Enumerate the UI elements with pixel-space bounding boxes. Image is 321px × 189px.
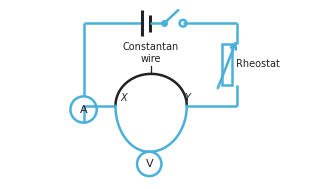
Bar xyxy=(222,44,232,85)
Text: Constantan
wire: Constantan wire xyxy=(123,42,179,64)
Text: Y: Y xyxy=(185,93,191,103)
Text: A: A xyxy=(80,105,87,115)
Text: Rheostat: Rheostat xyxy=(237,60,280,70)
Text: V: V xyxy=(145,159,153,169)
Text: X: X xyxy=(120,93,127,103)
